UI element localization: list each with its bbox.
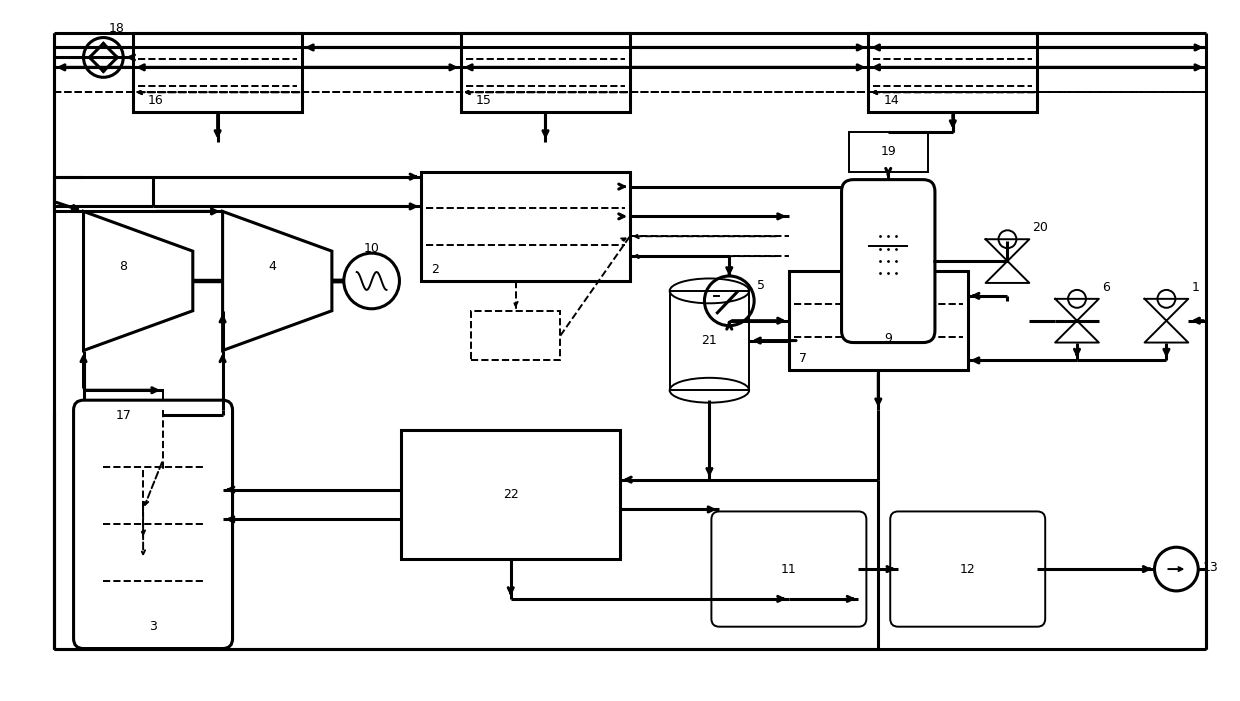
Bar — [471, 311, 560, 360]
Bar — [461, 32, 630, 112]
Bar — [402, 430, 620, 559]
Bar — [848, 132, 928, 172]
Text: 17: 17 — [115, 409, 131, 421]
Text: 21: 21 — [702, 334, 717, 347]
Text: 9: 9 — [884, 332, 893, 345]
Text: 6: 6 — [1102, 281, 1110, 294]
Text: 22: 22 — [503, 488, 518, 501]
Text: 14: 14 — [883, 94, 899, 107]
Text: 12: 12 — [960, 563, 976, 576]
FancyBboxPatch shape — [712, 512, 867, 627]
Text: 11: 11 — [781, 563, 797, 576]
FancyBboxPatch shape — [890, 512, 1045, 627]
FancyBboxPatch shape — [842, 179, 935, 343]
Bar — [133, 32, 303, 112]
Text: 15: 15 — [476, 94, 492, 107]
Bar — [83, 390, 162, 440]
Bar — [868, 32, 1038, 112]
Text: 5: 5 — [758, 279, 765, 292]
Text: 16: 16 — [148, 94, 164, 107]
Text: 18: 18 — [108, 22, 124, 34]
Text: 3: 3 — [149, 620, 157, 633]
Bar — [670, 291, 749, 390]
Text: 8: 8 — [119, 259, 128, 273]
Text: 4: 4 — [268, 259, 277, 273]
Text: 13: 13 — [1203, 561, 1218, 573]
Text: 10: 10 — [363, 242, 379, 254]
Text: 1: 1 — [1192, 281, 1199, 294]
Text: 19: 19 — [880, 145, 897, 158]
Bar — [422, 172, 630, 281]
FancyBboxPatch shape — [73, 400, 233, 648]
Text: 7: 7 — [799, 353, 807, 365]
Bar — [789, 271, 967, 370]
Text: 20: 20 — [1032, 222, 1048, 234]
Text: 2: 2 — [432, 263, 439, 276]
